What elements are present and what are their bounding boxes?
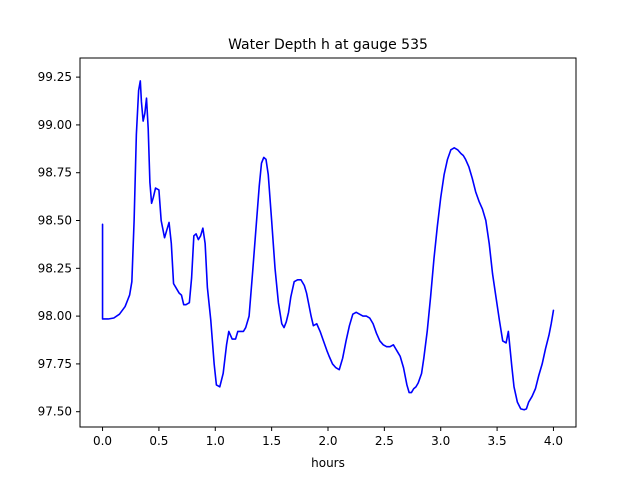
x-tick-label: 4.0 [544, 434, 563, 448]
x-axis: 0.0 0.5 1.0 1.5 2.0 2.5 3.0 3.5 4.0 [93, 427, 563, 448]
y-tick-label: 97.50 [38, 405, 72, 419]
x-tick-label: 2.0 [318, 434, 337, 448]
x-tick-label: 3.5 [488, 434, 507, 448]
y-tick-label: 99.00 [38, 118, 72, 132]
x-tick-label: 0.5 [149, 434, 168, 448]
plot-area [101, 80, 555, 411]
chart-title: Water Depth h at gauge 535 [228, 37, 428, 53]
x-axis-label: hours [311, 456, 345, 470]
series-line-0 [101, 80, 555, 411]
x-tick-label: 3.0 [431, 434, 450, 448]
x-tick-label: 0.0 [93, 434, 112, 448]
y-axis: 97.50 97.75 98.00 98.25 98.50 98.75 99.00 99.25 [38, 70, 80, 419]
y-tick-label: 98.75 [38, 166, 72, 180]
x-tick-label: 1.5 [262, 434, 281, 448]
x-tick-label: 2.5 [375, 434, 394, 448]
y-tick-label: 98.00 [38, 309, 72, 323]
y-tick-label: 98.25 [38, 261, 72, 275]
y-tick-label: 99.25 [38, 70, 72, 84]
y-tick-label: 97.75 [38, 357, 72, 371]
y-tick-label: 98.50 [38, 214, 72, 228]
x-tick-label: 1.0 [206, 434, 225, 448]
